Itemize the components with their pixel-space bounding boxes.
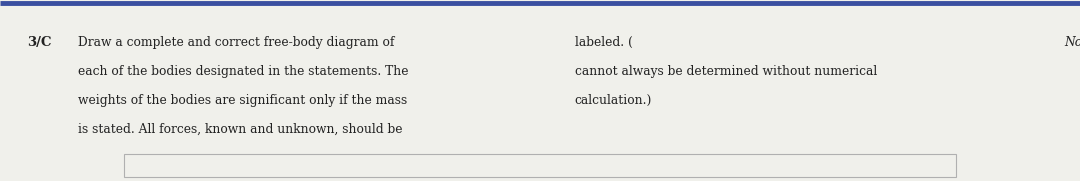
Text: each of the bodies designated in the statements. The: each of the bodies designated in the sta… <box>78 65 408 78</box>
Text: Note:: Note: <box>1064 36 1080 49</box>
Text: cannot always be determined without numerical: cannot always be determined without nume… <box>575 65 877 78</box>
Bar <box>124 154 956 177</box>
Text: 3/C: 3/C <box>27 36 52 49</box>
Text: Draw a complete and correct free-body diagram of: Draw a complete and correct free-body di… <box>78 36 394 49</box>
Text: calculation.): calculation.) <box>575 94 652 107</box>
Text: labeled. (: labeled. ( <box>575 36 633 49</box>
Text: is stated. All forces, known and unknown, should be: is stated. All forces, known and unknown… <box>78 123 402 136</box>
Text: weights of the bodies are significant only if the mass: weights of the bodies are significant on… <box>78 94 407 107</box>
